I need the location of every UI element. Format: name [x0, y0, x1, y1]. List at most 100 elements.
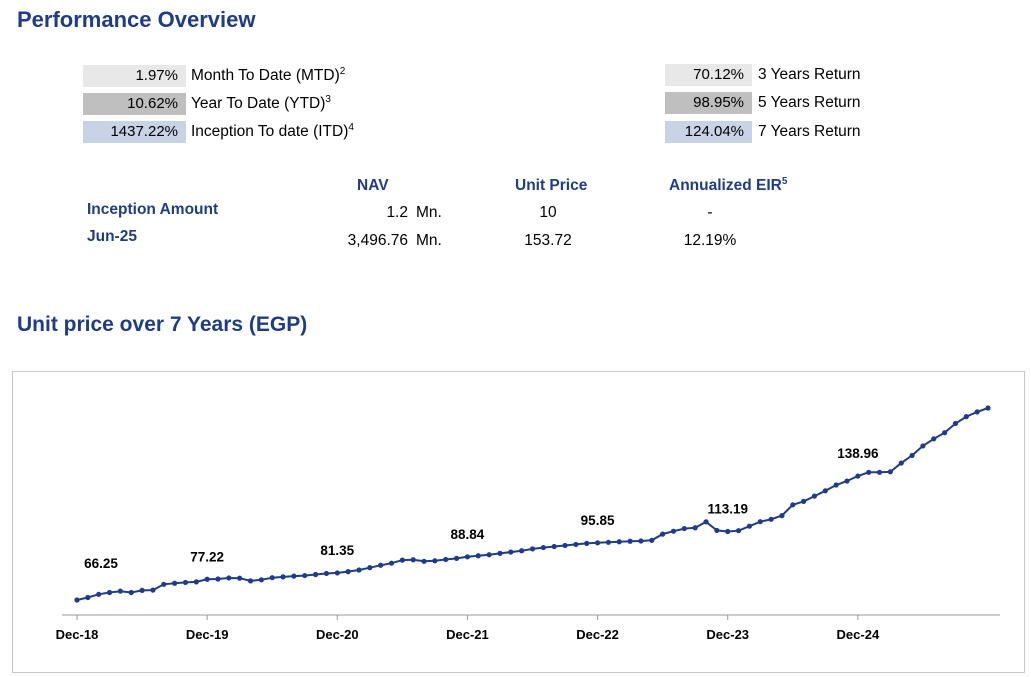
data-point: [193, 579, 199, 585]
data-point: [508, 549, 514, 555]
unit-price-chart-title: Unit price over 7 Years (EGP): [17, 313, 308, 336]
data-point: [269, 575, 275, 581]
current-eir: 12.19%: [683, 232, 737, 249]
data-point: [226, 575, 232, 581]
x-tick-label: Dec-20: [316, 627, 359, 642]
data-point: [714, 527, 720, 534]
three-year-return-box: 70.12%: [665, 64, 752, 86]
data-point: [822, 488, 828, 494]
x-tick-label: Dec-24: [837, 627, 880, 642]
x-tick-label: Dec-19: [186, 627, 229, 642]
data-point: [96, 591, 102, 597]
data-point: [540, 544, 546, 551]
data-point: [443, 556, 449, 563]
inception-unit-price: 10: [539, 204, 557, 221]
data-point: [703, 519, 709, 525]
data-point: [334, 570, 340, 576]
data-point: [291, 573, 297, 579]
data-label: 88.84: [451, 527, 485, 542]
data-point: [584, 540, 590, 546]
inception-nav-value: 1.2: [386, 204, 408, 221]
data-point: [150, 587, 156, 593]
x-tick-label: Dec-22: [576, 627, 619, 642]
mtd-label: Month To Date (MTD)2: [191, 65, 346, 84]
data-point: [182, 579, 189, 586]
data-point: [432, 558, 438, 564]
data-point: [757, 519, 763, 525]
data-point: [660, 531, 666, 537]
data-point: [638, 538, 644, 544]
data-point: [909, 452, 915, 459]
x-tick-label: Dec-23: [706, 627, 749, 642]
data-point: [920, 443, 926, 449]
data-label: 66.25: [84, 556, 118, 571]
data-point: [74, 597, 80, 603]
three-year-return-label: 3 Years Return: [758, 66, 861, 83]
data-point: [573, 541, 579, 548]
data-point: [725, 528, 731, 535]
data-point: [356, 567, 362, 573]
data-point: [280, 574, 286, 580]
data-point: [139, 587, 145, 593]
data-point: [106, 589, 113, 596]
data-point: [779, 513, 785, 519]
data-point: [117, 588, 123, 594]
itd-label: Inception To date (ITD)4: [191, 121, 354, 140]
data-point: [985, 405, 991, 411]
inception-amount-label: Inception Amount: [87, 201, 219, 218]
seven-year-return-label: 7 Years Return: [758, 123, 861, 140]
current-period-label: Jun-25: [87, 228, 137, 245]
data-point: [898, 460, 904, 466]
data-point: [931, 436, 937, 442]
data-point: [974, 409, 980, 415]
data-point: [768, 516, 774, 522]
data-point: [942, 430, 948, 436]
data-point: [790, 502, 796, 508]
data-point: [475, 553, 481, 559]
data-point: [627, 538, 633, 544]
itd-value-box: 1437.22%: [83, 121, 186, 143]
data-point: [616, 539, 622, 545]
nav-header: NAV: [357, 177, 389, 194]
data-label: 95.85: [581, 513, 615, 528]
inception-nav-unit: Mn.: [416, 204, 442, 221]
seven-year-return-box: 124.04%: [665, 121, 752, 143]
data-point: [85, 594, 91, 601]
current-nav-value: 3,496.76: [347, 232, 408, 249]
data-point: [237, 575, 243, 581]
data-point: [258, 577, 264, 583]
data-point: [345, 569, 351, 575]
annualized-eir-header: Annualized EIR5: [669, 175, 788, 194]
five-year-return-label: 5 Years Return: [758, 94, 861, 111]
data-point: [204, 576, 210, 582]
current-nav-unit: Mn.: [416, 232, 442, 249]
data-point: [670, 528, 677, 534]
data-point: [887, 469, 893, 475]
ytd-label: Year To Date (YTD)3: [191, 93, 331, 112]
data-point: [453, 555, 460, 562]
data-point: [486, 552, 492, 558]
data-point: [367, 565, 373, 571]
data-point: [801, 498, 807, 504]
data-point: [866, 469, 872, 475]
data-point: [378, 562, 384, 568]
data-point: [464, 554, 471, 560]
data-point: [551, 543, 557, 550]
data-point: [247, 578, 254, 584]
data-point: [844, 478, 850, 484]
mtd-value-box: 1.97%: [83, 65, 186, 87]
data-point: [215, 576, 221, 582]
data-point: [735, 528, 742, 534]
data-point: [963, 414, 969, 420]
data-point: [529, 546, 536, 552]
data-point: [649, 537, 655, 543]
data-point: [519, 548, 525, 554]
data-point: [594, 540, 601, 546]
data-point: [681, 525, 687, 532]
data-point: [811, 493, 818, 499]
data-point: [323, 570, 330, 577]
data-point: [876, 469, 883, 475]
data-point: [833, 482, 839, 488]
five-year-return-box: 98.95%: [665, 92, 752, 114]
